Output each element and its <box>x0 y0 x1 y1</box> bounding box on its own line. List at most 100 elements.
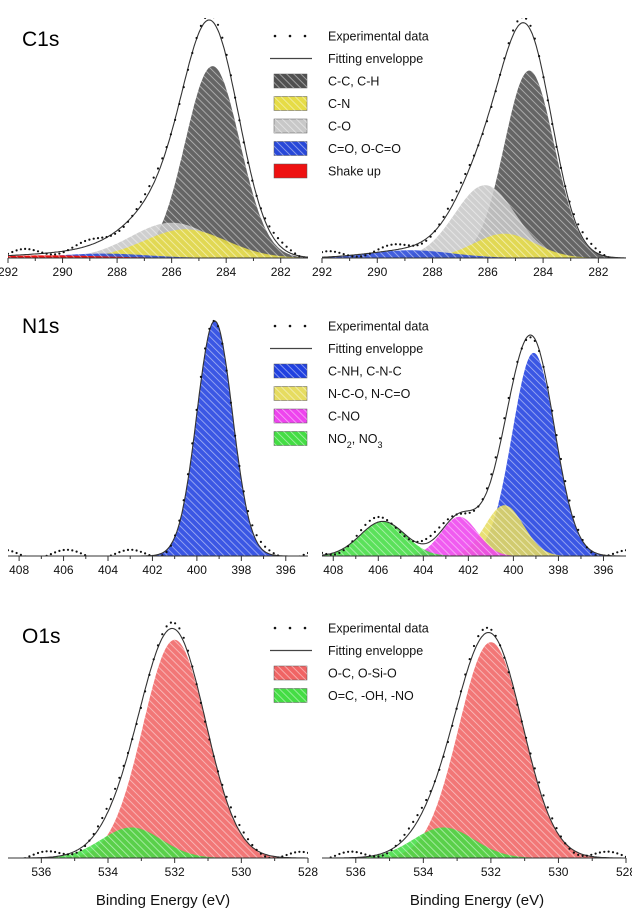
experimental-point <box>607 850 610 853</box>
peak-c-n-hatch <box>8 229 308 258</box>
experimental-point <box>390 849 393 852</box>
experimental-point <box>485 120 489 123</box>
legend-item: N-C-O, N-C=O <box>273 386 411 401</box>
experimental-point <box>302 553 305 556</box>
experimental-point <box>446 740 449 744</box>
experimental-point <box>446 207 449 210</box>
row-title-n1s: N1s <box>22 315 59 338</box>
experimental-point <box>79 552 82 555</box>
legend-label-sub: 2 <box>347 440 352 450</box>
x-tick-label: 290 <box>53 265 73 279</box>
legend-item: Experimental data <box>273 622 429 636</box>
experimental-point <box>477 505 480 508</box>
experimental-point <box>122 764 125 768</box>
experimental-point <box>251 843 254 847</box>
experimental-point <box>611 851 615 854</box>
x-tick-label: 400 <box>187 563 207 577</box>
experimental-point <box>333 854 337 857</box>
experimental-point <box>199 375 202 378</box>
legend-item: NO2, NO3 <box>273 431 382 450</box>
peak-o-c-o-si-o-hatch <box>8 639 308 858</box>
experimental-point <box>71 853 74 856</box>
experimental-point <box>118 776 121 779</box>
x-tick-label: 530 <box>231 865 251 879</box>
experimental-point <box>525 18 528 20</box>
experimental-point <box>355 851 358 854</box>
row-title-o1s: O1s <box>22 625 61 648</box>
experimental-point <box>564 842 567 845</box>
experimental-point <box>386 852 389 855</box>
experimental-point <box>178 519 181 522</box>
experimental-point <box>322 251 324 254</box>
fitting-envelope-line <box>322 22 626 258</box>
experimental-point <box>529 336 532 339</box>
experimental-point <box>355 534 358 537</box>
experimental-point <box>93 557 95 559</box>
legend-swatch-hatch <box>274 688 307 703</box>
experimental-point <box>446 518 449 521</box>
peak-c-nh-c-n-c <box>8 321 308 556</box>
experimental-point <box>542 794 545 797</box>
experimental-point <box>37 557 39 559</box>
experimental-point <box>412 540 415 543</box>
legend-item: Experimental data <box>273 30 429 44</box>
experimental-point <box>321 859 323 861</box>
experimental-point <box>347 545 350 548</box>
experimental-point <box>564 185 567 188</box>
experimental-point <box>594 247 597 250</box>
experimental-point <box>603 254 606 257</box>
experimental-point <box>481 132 484 136</box>
experimental-point <box>381 246 384 249</box>
experimental-point <box>520 720 523 723</box>
legend-label: C-C, C-H <box>328 75 379 89</box>
experimental-point <box>285 853 288 857</box>
peak-c-nh-c-n-c <box>322 352 626 556</box>
experimental-point <box>494 456 497 459</box>
peak-o-c-o-si-o-hatch <box>322 642 626 858</box>
experimental-point <box>351 255 354 258</box>
x-tick-label: 292 <box>0 265 18 279</box>
experimental-point <box>264 545 267 548</box>
legend-dot-marker <box>303 34 307 38</box>
experimental-point <box>399 243 402 246</box>
x-tick-label: 282 <box>271 265 291 279</box>
experimental-point <box>246 838 250 841</box>
experimental-point <box>54 850 57 854</box>
experimental-point <box>62 251 65 254</box>
experimental-point <box>481 498 484 501</box>
experimental-point <box>355 255 358 258</box>
experimental-point <box>338 551 341 555</box>
experimental-point <box>555 434 558 437</box>
experimental-point <box>416 814 419 817</box>
experimental-point <box>36 851 40 855</box>
legend-label: Experimental data <box>328 622 429 636</box>
experimental-point <box>529 752 532 755</box>
x-tick-label: 530 <box>548 865 568 879</box>
experimental-point <box>15 249 18 252</box>
experimental-point <box>75 550 78 553</box>
panel-c1s-left: 292 290 288 286 284 282 <box>0 18 308 279</box>
experimental-point <box>412 244 415 247</box>
experimental-point <box>294 851 297 854</box>
experimental-point <box>306 851 308 854</box>
x-tick-label: 404 <box>98 563 118 577</box>
legend-label: N-C-O, N-C=O <box>328 387 411 401</box>
experimental-point <box>377 515 380 519</box>
experimental-point <box>139 550 142 553</box>
x-tick-label: 286 <box>478 265 498 279</box>
experimental-point <box>195 683 198 686</box>
experimental-point <box>521 18 523 19</box>
experimental-point <box>568 499 571 502</box>
x-tick-label: 532 <box>481 865 501 879</box>
x-tick-label: 286 <box>162 265 182 279</box>
experimental-point <box>105 235 108 239</box>
experimental-point <box>494 90 497 93</box>
experimental-point <box>468 163 471 167</box>
experimental-point <box>499 644 502 647</box>
experimental-point <box>156 644 160 647</box>
legend-swatch-hatch <box>274 386 307 401</box>
experimental-point <box>347 850 350 853</box>
experimental-point <box>294 557 296 559</box>
experimental-point <box>298 255 301 258</box>
experimental-point <box>11 250 14 254</box>
